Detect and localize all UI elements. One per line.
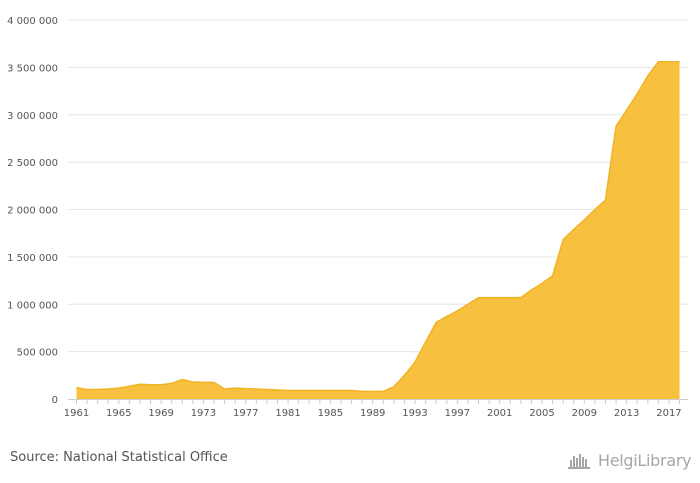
x-tick-label: 2017 [656,408,681,419]
x-tick-label: 1961 [64,408,89,419]
source-note: Source: National Statistical Office [10,450,228,465]
y-tick-label: 2 000 000 [7,206,58,217]
x-tick-label: 1993 [402,408,427,419]
y-tick-label: 0 [52,395,58,406]
y-tick-label: 3 500 000 [7,63,58,74]
x-tick-label: 1977 [233,408,258,419]
y-tick-label: 1 500 000 [7,253,58,264]
x-tick-label: 1997 [445,408,470,419]
data-area [76,60,680,399]
y-tick-label: 4 000 000 [7,16,58,27]
y-tick-label: 1 000 000 [7,300,58,311]
y-tick-label: 500 000 [17,348,58,359]
x-tick-label: 1989 [360,408,385,419]
x-tick-label: 2005 [529,408,554,419]
area-chart: 0 500 000 1 000 000 1 500 000 2 000 000 2 500… [7,16,688,419]
y-tick-label: 2 500 000 [7,158,58,169]
x-tick-label: 2013 [614,408,639,419]
y-axis-ticks: 0 500 000 1 000 000 1 500 000 2 000 000 2 500… [7,16,58,406]
y-tick-label: 3 000 000 [7,111,58,122]
x-tick-label: 2001 [487,408,512,419]
area-fill [76,61,680,399]
x-tick-label: 1985 [318,408,343,419]
logo-text: HelgiLibrary [598,450,692,470]
helgi-library-logo[interactable]: HelgiLibrary [568,449,692,471]
series-line [76,60,680,393]
x-tick-label: 1973 [191,408,216,419]
x-tick-label: 1965 [106,408,131,419]
grid-lines [68,19,688,353]
helgi-library-icon [568,454,590,469]
x-axis-ticks: 1961 1965 1969 1973 1977 1981 1985 1989 1993 1997… [64,399,682,419]
x-tick-label: 2009 [572,408,597,419]
x-tick-label: 1969 [148,408,173,419]
x-tick-label: 1981 [275,408,300,419]
